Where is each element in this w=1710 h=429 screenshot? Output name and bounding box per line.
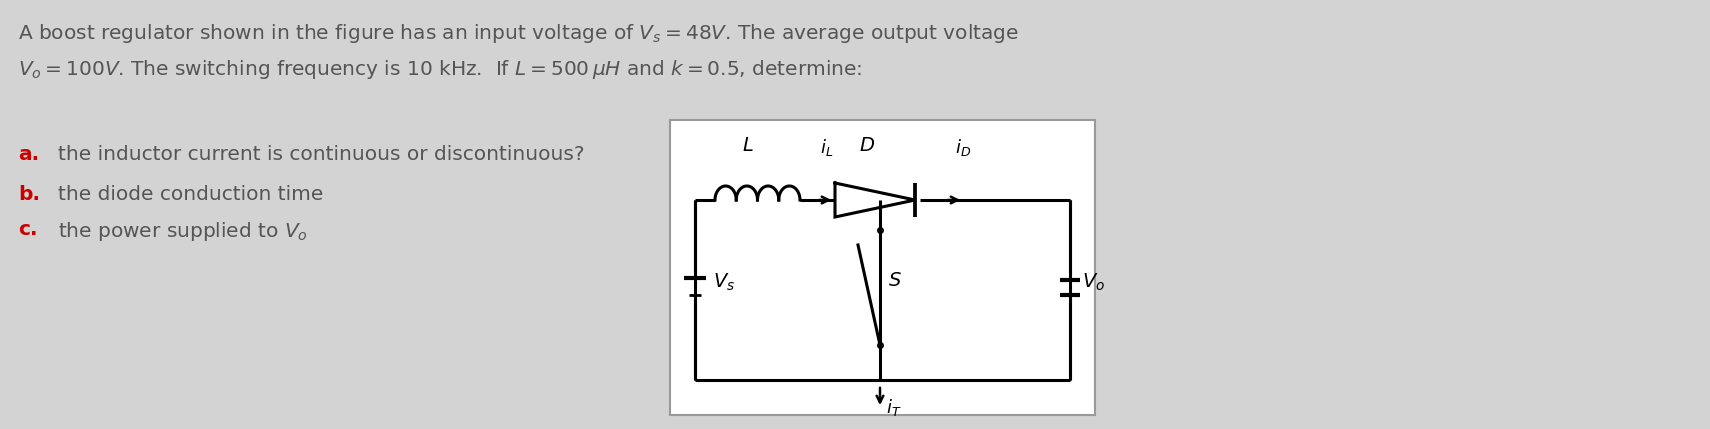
Text: $V_s$: $V_s$	[713, 272, 735, 293]
Text: the power supplied to $V_o$: the power supplied to $V_o$	[58, 220, 308, 243]
Text: the inductor current is continuous or discontinuous?: the inductor current is continuous or di…	[58, 145, 585, 164]
Text: A boost regulator shown in the figure has an input voltage of $V_s = 48V$. The a: A boost regulator shown in the figure ha…	[19, 22, 1019, 45]
Text: $V_o = 100V$. The switching frequency is 10 kHz.  If $L = 500\,\mu H$ and $k = 0: $V_o = 100V$. The switching frequency is…	[19, 58, 862, 81]
Text: $i_D$: $i_D$	[954, 137, 971, 158]
Text: $V_o$: $V_o$	[1082, 272, 1105, 293]
Text: a.: a.	[19, 145, 39, 164]
Bar	[670, 120, 1094, 415]
Text: b.: b.	[19, 185, 39, 204]
Text: $L$: $L$	[742, 136, 754, 155]
Text: $i_L$: $i_L$	[821, 137, 833, 158]
Text: c.: c.	[19, 220, 38, 239]
Text: $i_T$: $i_T$	[886, 398, 901, 419]
Text: $S$: $S$	[887, 271, 901, 290]
Text: $D$: $D$	[860, 136, 876, 155]
Text: the diode conduction time: the diode conduction time	[58, 185, 323, 204]
